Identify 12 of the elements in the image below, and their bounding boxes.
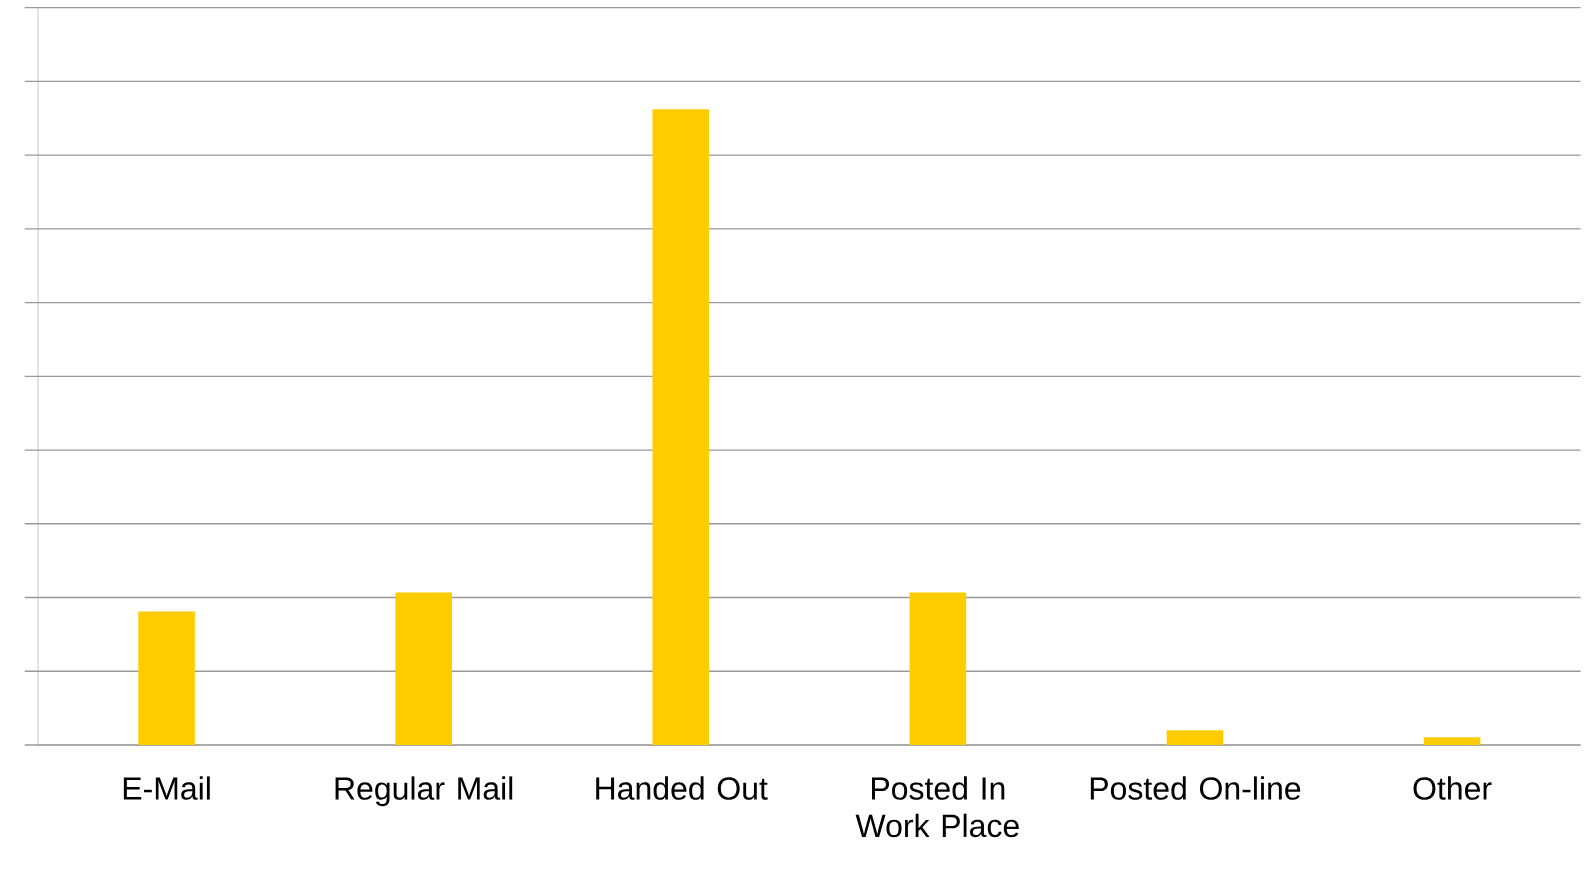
- bar: [1423, 737, 1481, 745]
- x-tick-label: Other: [1413, 776, 1492, 800]
- bar: [909, 592, 967, 745]
- bar: [395, 592, 452, 745]
- x-tick-label: Regular Mail: [335, 776, 513, 807]
- bar: [138, 611, 195, 745]
- bar: [1166, 730, 1224, 745]
- bar: [652, 109, 710, 745]
- x-tick-label: Posted In Work Place: [855, 776, 1019, 838]
- x-tick-label: Handed Out: [596, 776, 768, 800]
- x-tick-label: E-Mail: [123, 776, 210, 800]
- x-tick-label: Posted On-line: [1090, 776, 1301, 800]
